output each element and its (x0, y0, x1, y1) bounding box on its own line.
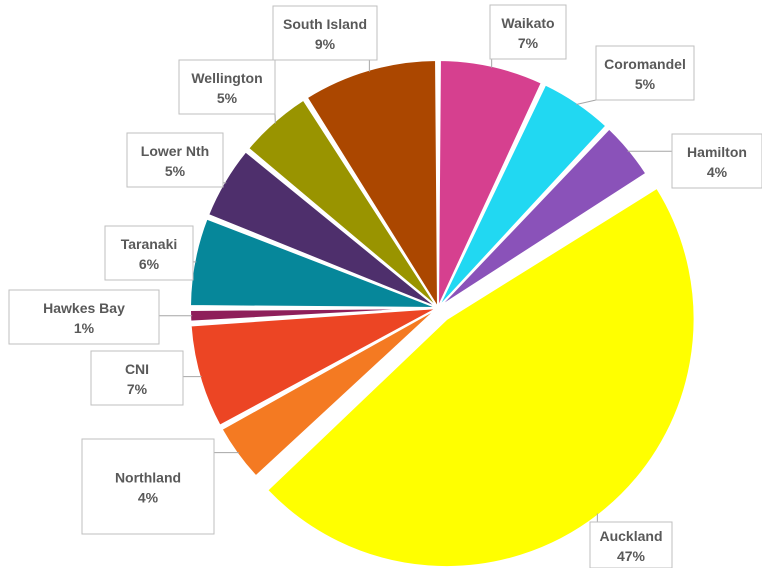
category-label: Hawkes Bay (43, 300, 125, 316)
callout-box (8, 289, 160, 345)
category-label: South Island (283, 16, 367, 32)
percent-label: 5% (165, 163, 186, 179)
pie-slice-cni (189, 307, 439, 428)
data-label-callout: CNI 7% (90, 350, 184, 406)
pie-slice-northland (220, 307, 439, 478)
callout-box (272, 5, 378, 61)
percent-label: 4% (707, 164, 728, 180)
data-label-callout: Hamilton 4% (671, 133, 762, 189)
data-label-callout: Waikato 7% (489, 4, 567, 60)
category-label: Northland (115, 470, 181, 486)
data-label-callout: Lower Nth 5% (126, 132, 224, 188)
pie-slice-hamilton (437, 127, 648, 309)
data-label-callout: Wellington 5% (178, 59, 276, 115)
pie-slice-auckland (265, 186, 696, 568)
data-label-callout: Hawkes Bay 1% (8, 289, 160, 345)
data-label-callout: South Island 9% (272, 5, 378, 61)
percent-label: 7% (518, 35, 539, 51)
leader-line (576, 99, 597, 106)
category-label: Auckland (599, 528, 662, 544)
callout-box (489, 4, 567, 60)
data-label-callout: Coromandel 5% (595, 45, 695, 101)
callouts-layer: Waikato 7% Coromandel 5% Hamilton 4% Auckland 4… (8, 4, 762, 568)
category-label: Taranaki (121, 236, 178, 252)
percent-label: 7% (127, 381, 148, 397)
percent-label: 47% (617, 548, 646, 564)
data-label-callout: Northland 4% (81, 438, 215, 535)
category-label: Hamilton (687, 144, 747, 160)
callout-box (90, 350, 184, 406)
callout-box (81, 438, 215, 535)
pie-slice-wellington (246, 98, 439, 309)
pie-slice-coromandel (437, 83, 608, 309)
callout-box (178, 59, 276, 115)
callout-box (671, 133, 762, 189)
slices-layer (188, 58, 696, 568)
data-label-callout: Auckland 47% (589, 521, 673, 568)
percent-label: 4% (138, 490, 159, 506)
category-label: Coromandel (604, 56, 686, 72)
percent-label: 6% (139, 256, 160, 272)
category-label: CNI (125, 361, 149, 377)
callout-box (589, 521, 673, 568)
pie-slice-lower-nth (206, 150, 439, 309)
percent-label: 5% (217, 90, 238, 106)
callout-box (126, 132, 224, 188)
percent-label: 5% (635, 76, 656, 92)
percent-label: 1% (74, 320, 95, 336)
percent-label: 9% (315, 36, 336, 52)
callout-box (595, 45, 695, 101)
callout-box (104, 225, 194, 281)
pie-slice-south-island (305, 58, 440, 312)
data-label-callout: Taranaki 6% (104, 225, 194, 281)
category-label: Lower Nth (141, 143, 209, 159)
category-label: Wellington (191, 70, 262, 86)
category-label: Waikato (501, 15, 554, 31)
